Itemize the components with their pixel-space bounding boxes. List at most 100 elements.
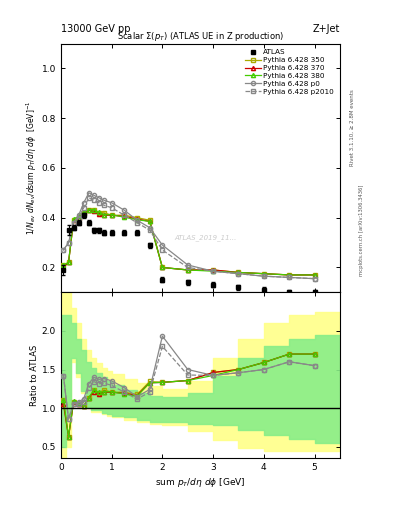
Pythia 6.428 380 [97, 209, 101, 216]
Text: ATLAS_2019_11...: ATLAS_2019_11... [175, 234, 237, 241]
Pythia 6.428 370 [109, 212, 114, 218]
Pythia 6.428 p0 [211, 268, 215, 274]
Line: Pythia 6.428 380: Pythia 6.428 380 [61, 208, 317, 277]
Pythia 6.428 p0 [236, 271, 241, 277]
Line: Pythia 6.428 p2010: Pythia 6.428 p2010 [61, 196, 317, 281]
Pythia 6.428 370 [97, 211, 101, 217]
Pythia 6.428 370 [71, 217, 76, 223]
Pythia 6.428 p2010 [61, 247, 66, 253]
Pythia 6.428 380 [147, 218, 152, 224]
Pythia 6.428 p0 [66, 240, 71, 246]
Pythia 6.428 p2010 [97, 200, 101, 206]
Text: Rivet 3.1.10, ≥ 2.8M events: Rivet 3.1.10, ≥ 2.8M events [350, 90, 355, 166]
Pythia 6.428 p0 [160, 242, 165, 248]
Line: Pythia 6.428 370: Pythia 6.428 370 [61, 208, 317, 277]
Pythia 6.428 350 [211, 267, 215, 273]
Pythia 6.428 350 [312, 272, 317, 278]
Pythia 6.428 380 [287, 272, 292, 278]
Pythia 6.428 350 [122, 212, 127, 218]
Pythia 6.428 p0 [86, 190, 91, 196]
Pythia 6.428 350 [86, 207, 91, 214]
Line: Pythia 6.428 350: Pythia 6.428 350 [61, 208, 317, 277]
Pythia 6.428 p0 [122, 207, 127, 214]
Pythia 6.428 p0 [102, 197, 107, 203]
Pythia 6.428 380 [160, 264, 165, 270]
Pythia 6.428 p2010 [147, 227, 152, 233]
Pythia 6.428 p0 [71, 220, 76, 226]
Legend: ATLAS, Pythia 6.428 350, Pythia 6.428 370, Pythia 6.428 380, Pythia 6.428 p0, Py: ATLAS, Pythia 6.428 350, Pythia 6.428 37… [242, 47, 336, 97]
Text: Z+Jet: Z+Jet [312, 24, 340, 34]
Pythia 6.428 350 [135, 215, 140, 221]
Pythia 6.428 380 [61, 262, 66, 268]
Text: mcplots.cern.ch [arXiv:1306.3436]: mcplots.cern.ch [arXiv:1306.3436] [359, 185, 364, 276]
Pythia 6.428 p2010 [185, 264, 190, 270]
Pythia 6.428 350 [287, 272, 292, 278]
Line: Pythia 6.428 p0: Pythia 6.428 p0 [61, 191, 317, 281]
Pythia 6.428 350 [109, 212, 114, 218]
Pythia 6.428 370 [61, 264, 66, 270]
Pythia 6.428 370 [211, 267, 215, 273]
Pythia 6.428 p0 [185, 262, 190, 268]
Pythia 6.428 p2010 [81, 205, 86, 211]
Pythia 6.428 350 [81, 209, 86, 216]
Text: 13000 GeV pp: 13000 GeV pp [61, 24, 130, 34]
Pythia 6.428 370 [160, 264, 165, 270]
Pythia 6.428 350 [61, 262, 66, 268]
Pythia 6.428 350 [97, 209, 101, 216]
Pythia 6.428 p2010 [71, 220, 76, 226]
Pythia 6.428 370 [81, 209, 86, 216]
Pythia 6.428 p0 [92, 192, 96, 198]
Pythia 6.428 350 [160, 264, 165, 270]
Pythia 6.428 380 [81, 209, 86, 216]
Pythia 6.428 p2010 [122, 212, 127, 218]
Pythia 6.428 p2010 [287, 274, 292, 281]
Pythia 6.428 p0 [109, 200, 114, 206]
Pythia 6.428 p2010 [109, 205, 114, 211]
Pythia 6.428 p2010 [261, 273, 266, 279]
Pythia 6.428 p2010 [102, 202, 107, 208]
Pythia 6.428 p0 [312, 275, 317, 282]
Pythia 6.428 380 [261, 271, 266, 277]
Pythia 6.428 350 [92, 207, 96, 214]
Pythia 6.428 350 [102, 209, 107, 216]
Pythia 6.428 p2010 [76, 215, 81, 221]
Pythia 6.428 350 [185, 267, 190, 273]
Pythia 6.428 380 [66, 260, 71, 266]
Pythia 6.428 380 [109, 211, 114, 218]
Pythia 6.428 380 [122, 214, 127, 220]
Pythia 6.428 350 [71, 217, 76, 223]
Pythia 6.428 p0 [287, 274, 292, 281]
Pythia 6.428 370 [147, 218, 152, 224]
Pythia 6.428 p0 [147, 225, 152, 231]
Y-axis label: Ratio to ATLAS: Ratio to ATLAS [30, 345, 39, 406]
Y-axis label: $1/N_{ev}$ $dN_{ev}/d$sum $p_T/d\eta$ $d\phi$  [GeV]$^{-1}$: $1/N_{ev}$ $dN_{ev}/d$sum $p_T/d\eta$ $d… [24, 101, 39, 235]
Pythia 6.428 p2010 [92, 197, 96, 203]
Pythia 6.428 p2010 [160, 247, 165, 253]
Pythia 6.428 p2010 [236, 271, 241, 277]
Pythia 6.428 370 [122, 214, 127, 220]
Pythia 6.428 p0 [97, 195, 101, 201]
Pythia 6.428 p2010 [86, 195, 91, 201]
Pythia 6.428 p0 [261, 273, 266, 279]
Title: Scalar $\Sigma(p_T)$ (ATLAS UE in Z production): Scalar $\Sigma(p_T)$ (ATLAS UE in Z prod… [117, 30, 284, 44]
Pythia 6.428 p2010 [66, 240, 71, 246]
Pythia 6.428 370 [261, 271, 266, 277]
Pythia 6.428 380 [86, 207, 91, 213]
Pythia 6.428 p2010 [211, 268, 215, 274]
Pythia 6.428 350 [76, 215, 81, 221]
Pythia 6.428 370 [76, 215, 81, 221]
Pythia 6.428 370 [86, 207, 91, 214]
Pythia 6.428 370 [236, 269, 241, 275]
Pythia 6.428 350 [147, 217, 152, 223]
Pythia 6.428 350 [236, 269, 241, 275]
Pythia 6.428 370 [185, 267, 190, 273]
Pythia 6.428 380 [76, 214, 81, 220]
Pythia 6.428 380 [312, 272, 317, 278]
Pythia 6.428 370 [66, 260, 71, 266]
Pythia 6.428 370 [312, 272, 317, 278]
Pythia 6.428 p0 [135, 217, 140, 223]
Pythia 6.428 p0 [76, 212, 81, 218]
Pythia 6.428 380 [135, 217, 140, 223]
Pythia 6.428 380 [236, 269, 241, 275]
Pythia 6.428 380 [185, 267, 190, 273]
